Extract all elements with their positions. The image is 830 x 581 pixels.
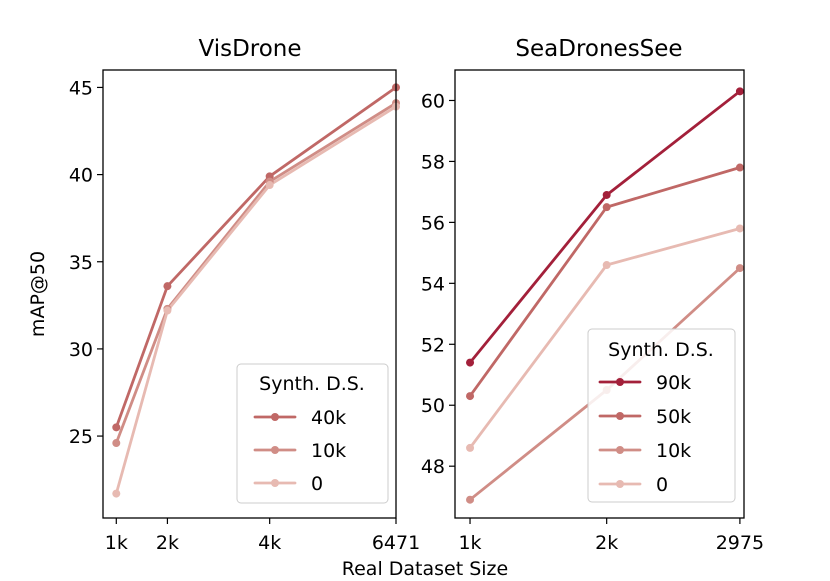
y-tick-label: 35 bbox=[69, 252, 93, 274]
data-point bbox=[602, 203, 611, 212]
plot-frame bbox=[454, 69, 745, 519]
legend-label: 10k bbox=[311, 440, 346, 462]
data-point bbox=[112, 489, 121, 498]
series-line bbox=[114, 86, 398, 429]
data-point bbox=[112, 423, 121, 432]
data-point bbox=[112, 439, 121, 448]
legend-label: 40k bbox=[311, 407, 346, 429]
axis-ticks: 25 30 35 40 45 1k 2k 4k 6471 bbox=[69, 77, 420, 554]
y-tick-label: 52 bbox=[421, 334, 445, 356]
x-tick-label: 4k bbox=[258, 532, 281, 554]
data-point bbox=[602, 261, 611, 270]
chart-title: VisDrone bbox=[198, 36, 301, 62]
series-line bbox=[114, 105, 398, 496]
legend-label: 0 bbox=[656, 474, 668, 496]
seadronessee-chart: SeaDronesSee 48 50 52 54 56 58 60 1k 2k 2975 Synt… bbox=[421, 36, 764, 554]
x-tick-label: 2k bbox=[595, 532, 618, 554]
legend-swatch-marker bbox=[271, 413, 279, 421]
legend-swatch-marker bbox=[271, 479, 279, 487]
y-tick-label: 56 bbox=[421, 212, 445, 234]
data-point bbox=[466, 392, 475, 401]
legend: Synth. D.S. 90k 50k 10k 0 bbox=[587, 328, 736, 503]
y-tick-label: 48 bbox=[421, 456, 445, 478]
legend-swatch-marker bbox=[616, 480, 624, 488]
y-tick-label: 54 bbox=[421, 273, 445, 295]
data-point bbox=[735, 163, 744, 172]
data-point bbox=[466, 495, 475, 504]
visdrone-chart: VisDrone 25 30 35 40 45 1k 2k 4k 6471 Synth. D.S… bbox=[69, 36, 420, 554]
chart-title: SeaDronesSee bbox=[515, 36, 682, 62]
legend-label: 90k bbox=[656, 372, 691, 394]
legend-title: Synth. D.S. bbox=[259, 373, 365, 395]
y-axis-label: mAP@50 bbox=[27, 251, 49, 337]
legend-swatch-marker bbox=[616, 412, 624, 420]
legend-box bbox=[236, 363, 389, 504]
data-point bbox=[163, 282, 172, 291]
data-point bbox=[602, 190, 611, 199]
x-tick-label: 6471 bbox=[372, 532, 420, 554]
legend-swatch-marker bbox=[271, 446, 279, 454]
series-layer bbox=[112, 83, 400, 498]
legend-box bbox=[587, 328, 736, 503]
legend: Synth. D.S. 40k 10k 0 bbox=[236, 363, 389, 504]
data-point bbox=[265, 181, 274, 190]
data-point bbox=[466, 358, 475, 367]
data-point bbox=[735, 264, 744, 273]
y-tick-label: 30 bbox=[69, 339, 93, 361]
legend-label: 0 bbox=[311, 473, 323, 495]
legend-title: Synth. D.S. bbox=[608, 339, 714, 361]
data-point bbox=[735, 87, 744, 96]
legend-label: 50k bbox=[656, 406, 691, 428]
series-line bbox=[114, 101, 398, 445]
legend-swatch-marker bbox=[616, 446, 624, 454]
x-tick-label: 1k bbox=[458, 532, 481, 554]
axis-ticks: 48 50 52 54 56 58 60 1k 2k 2975 bbox=[421, 90, 764, 554]
data-point bbox=[466, 443, 475, 452]
x-tick-label: 2975 bbox=[716, 532, 764, 554]
y-tick-label: 40 bbox=[69, 165, 93, 187]
x-tick-label: 2k bbox=[156, 532, 179, 554]
legend-label: 10k bbox=[656, 440, 691, 462]
data-point bbox=[163, 306, 172, 315]
y-tick-label: 45 bbox=[69, 77, 93, 99]
data-point bbox=[735, 224, 744, 233]
y-tick-label: 58 bbox=[421, 151, 445, 173]
x-tick-label: 1k bbox=[105, 532, 128, 554]
y-tick-label: 25 bbox=[69, 426, 93, 448]
y-tick-label: 60 bbox=[421, 90, 445, 112]
x-axis-label: Real Dataset Size bbox=[342, 558, 508, 580]
plot-frame bbox=[102, 69, 397, 519]
y-tick-label: 50 bbox=[421, 395, 445, 417]
series-layer bbox=[466, 87, 744, 504]
legend-swatch-marker bbox=[616, 378, 624, 386]
